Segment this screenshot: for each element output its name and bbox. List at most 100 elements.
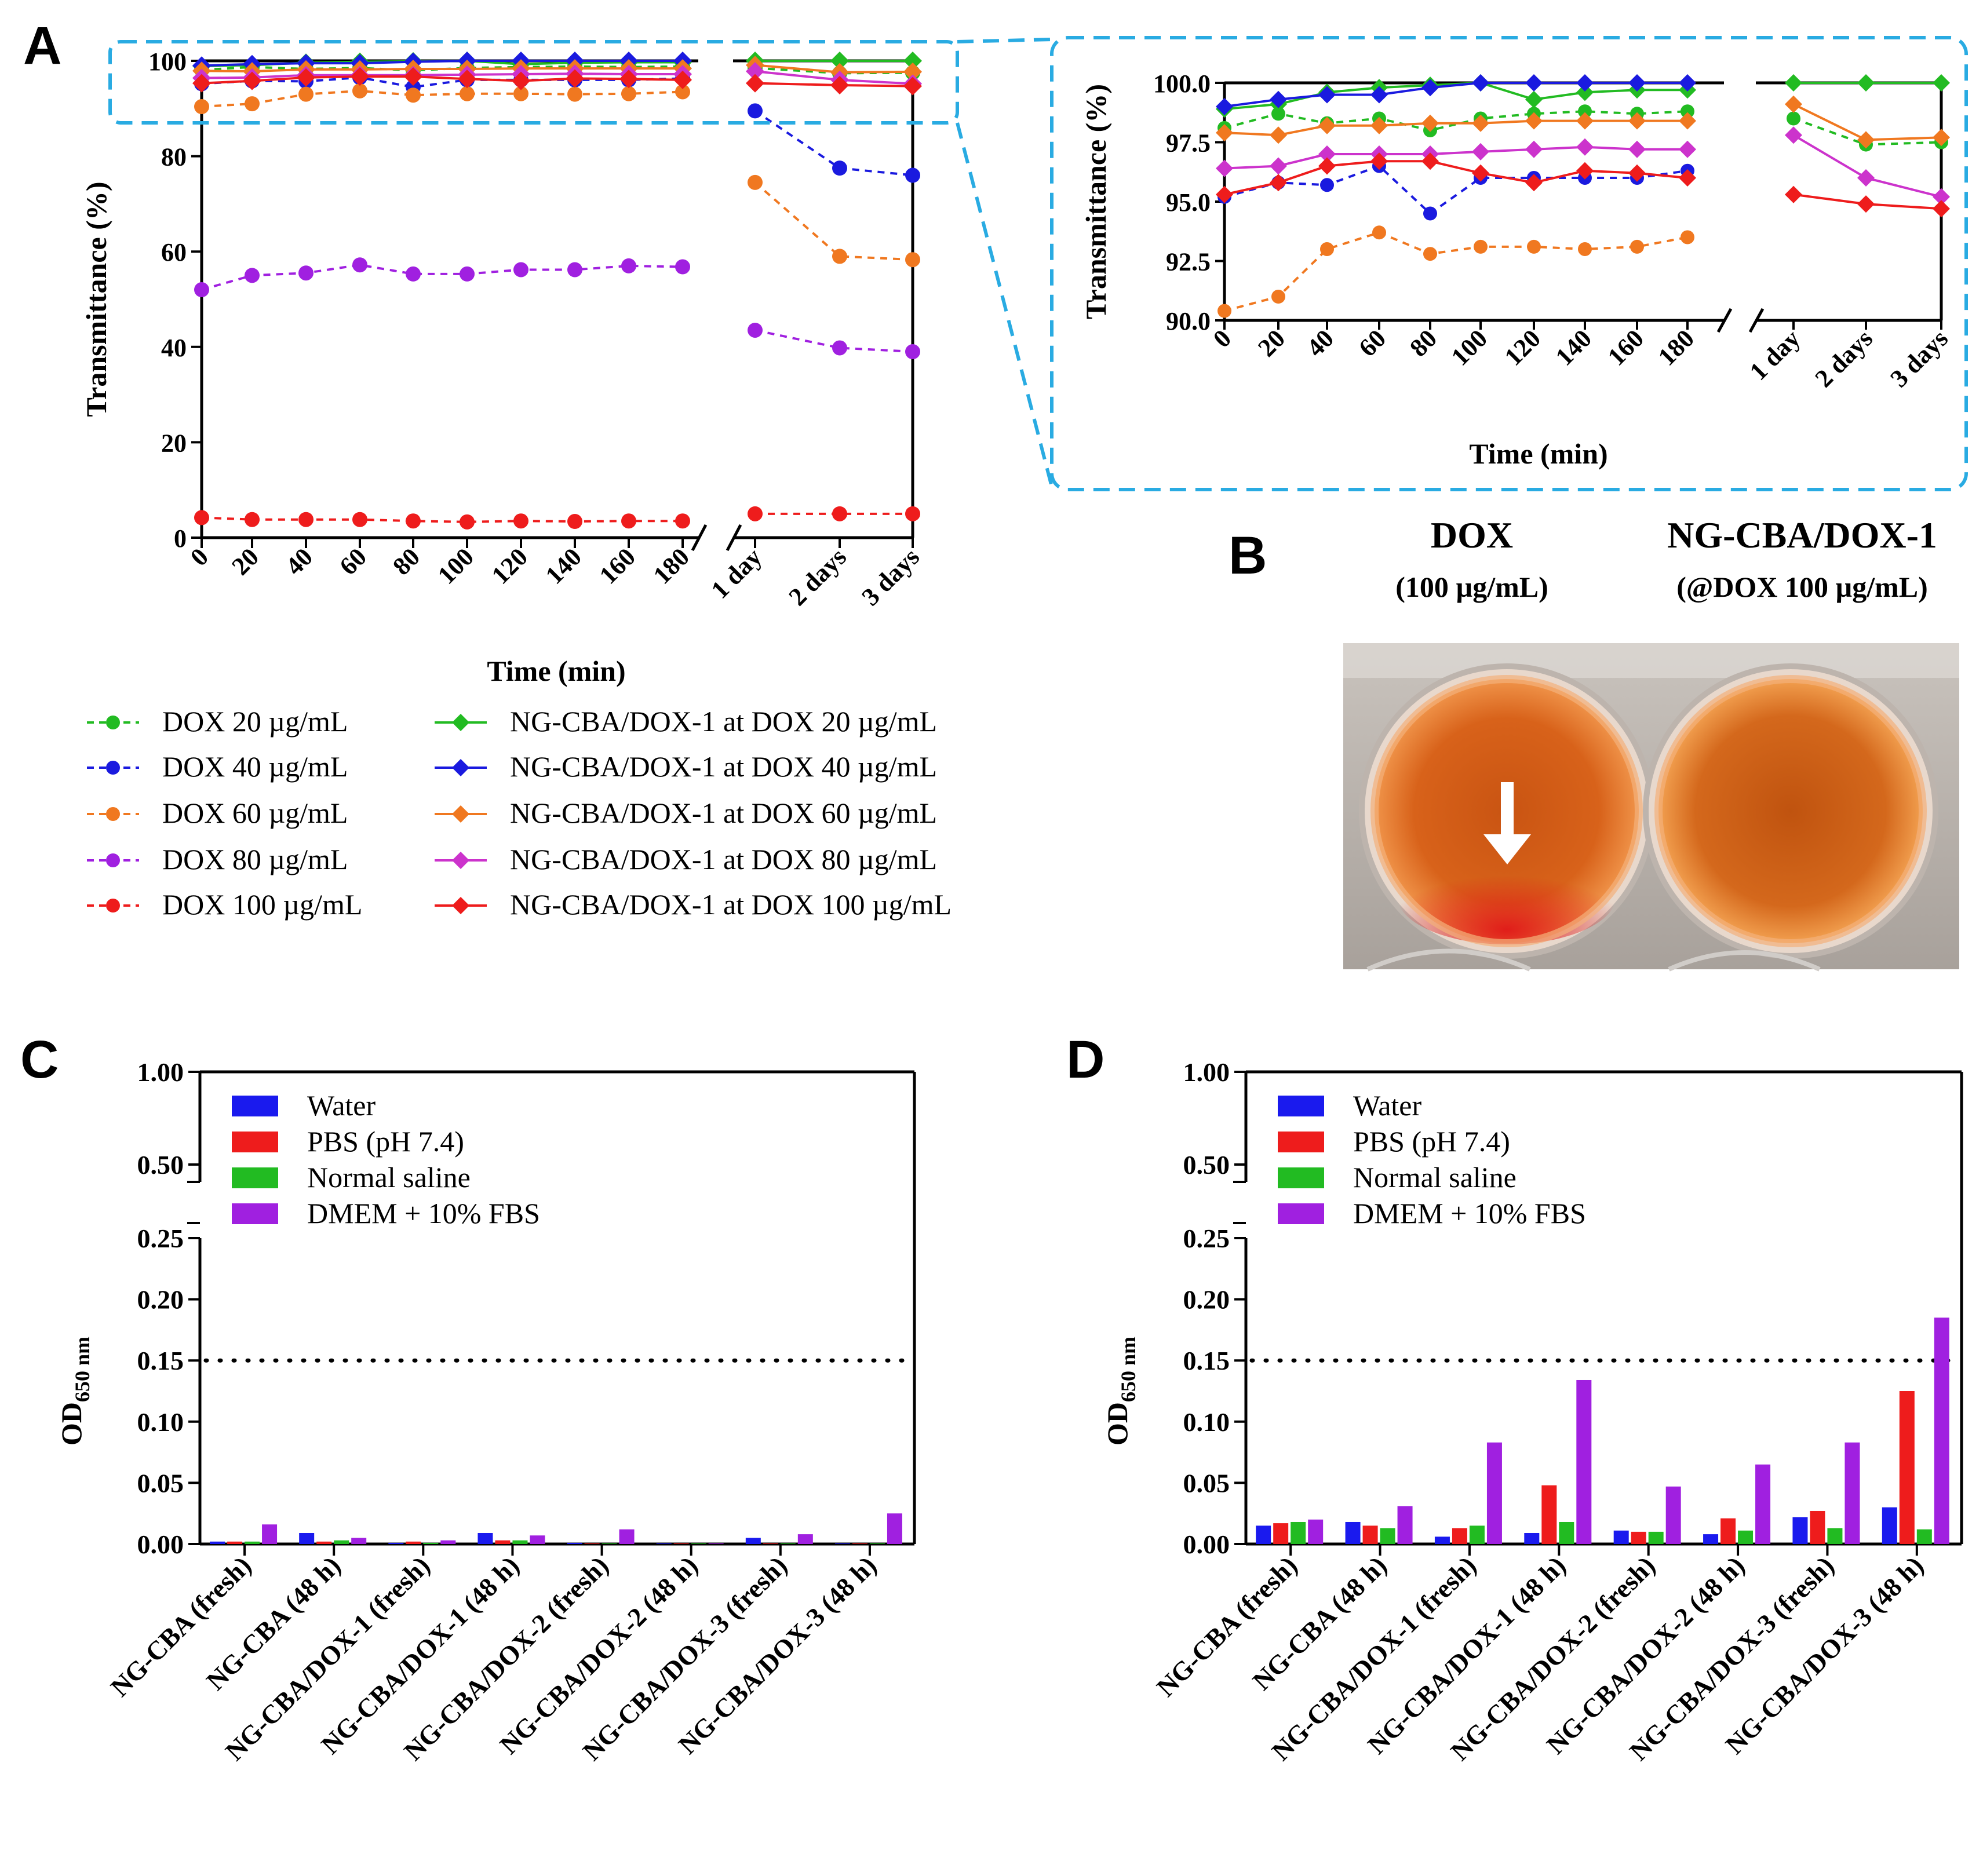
sample-label-ng: NG-CBA/DOX-1 <box>1667 514 1937 556</box>
data-point <box>194 510 209 525</box>
panel-letter-d: D <box>1066 1030 1104 1089</box>
data-point <box>1628 164 1646 182</box>
bar-water <box>1345 1521 1361 1544</box>
data-point <box>1370 152 1388 170</box>
legend-label: PBS (pH 7.4) <box>1353 1125 1510 1158</box>
legend-label: Normal saline <box>307 1161 471 1194</box>
bar-normal-saline <box>1648 1531 1664 1544</box>
x-tick-label: 1 day <box>1744 324 1806 385</box>
data-point <box>1576 162 1594 180</box>
y-tick-label: 92.5 <box>1166 248 1211 276</box>
bar-pbs-ph-7-4 <box>227 1541 243 1544</box>
y-tick-label: 0.15 <box>1183 1346 1230 1375</box>
legend-a: DOX 20 µg/mL DOX 40 µg/mL DOX 60 µg/mL DOX … <box>87 705 952 921</box>
series-line <box>1224 110 1688 132</box>
x-tick-label: 3 days <box>856 542 925 611</box>
series-line <box>1224 165 1688 216</box>
y-tick-label: 0 <box>174 524 187 553</box>
data-point <box>1320 178 1334 192</box>
data-point <box>832 506 847 521</box>
x-tick-label: 120 <box>1499 324 1546 371</box>
bar-water <box>567 1542 582 1544</box>
legend-marker <box>106 899 120 913</box>
data-point <box>1318 157 1336 175</box>
legend-item-pbs-ph-7-4: PBS (pH 7.4) <box>1278 1125 1510 1158</box>
legend-label: DMEM + 10% FBS <box>1353 1197 1586 1229</box>
data-point <box>1474 239 1488 254</box>
y-tick-label: 1.00 <box>1183 1057 1230 1087</box>
series-dox-80-g-ml <box>194 257 920 360</box>
legend-item-dox-80-g-ml: DOX 80 µg/mL <box>87 843 348 875</box>
data-point <box>1628 140 1646 158</box>
legend-label: NG-CBA/DOX-1 at DOX 60 µg/mL <box>510 797 937 829</box>
inset-series-ng-cba-dox-1-at-dox-40-g-ml <box>1216 74 1696 115</box>
legend-label: Water <box>1353 1089 1421 1122</box>
y-tick-label: 0.20 <box>1183 1285 1230 1315</box>
series-ng-cba-dox-1-at-dox-100-g-ml <box>192 67 922 96</box>
zoom-callout <box>108 36 1968 491</box>
data-point <box>243 71 261 90</box>
bar-normal-saline <box>1559 1521 1574 1544</box>
legend-item-water: Water <box>1278 1089 1421 1122</box>
y-tick-label: 1.00 <box>137 1057 184 1087</box>
data-point <box>1270 174 1287 192</box>
legend-swatch <box>1278 1167 1324 1188</box>
legend-item-dox-60-g-ml: DOX 60 µg/mL <box>87 797 348 829</box>
data-point <box>567 514 582 530</box>
axis-break-mark <box>726 524 742 552</box>
legend-swatch <box>1278 1203 1324 1224</box>
data-point <box>567 86 582 102</box>
legend-label: DMEM + 10% FBS <box>307 1197 540 1229</box>
legend-item-ng-cba-dox-1-at-dox-20-g-ml: NG-CBA/DOX-1 at DOX 20 µg/mL <box>435 705 937 738</box>
data-point <box>1857 131 1875 149</box>
series-line <box>201 60 683 67</box>
data-point <box>1423 206 1437 221</box>
data-point <box>1217 304 1231 318</box>
series-line <box>1224 81 1687 111</box>
inset-series-ng-cba-dox-1-at-dox-60-g-ml <box>1216 95 1950 149</box>
data-point <box>194 99 209 115</box>
well-ng-cba-dox <box>1658 679 1923 943</box>
bar-water <box>1703 1534 1719 1544</box>
data-point <box>1271 107 1285 121</box>
legend-item-ng-cba-dox-1-at-dox-40-g-ml: NG-CBA/DOX-1 at DOX 40 µg/mL <box>435 750 937 783</box>
bar-pbs-ph-7-4 <box>1631 1531 1646 1544</box>
data-point <box>245 268 260 283</box>
data-point <box>1785 74 1802 92</box>
bar-pbs-ph-7-4 <box>1452 1528 1467 1544</box>
y-tick-label: 100.0 <box>1153 70 1211 98</box>
data-point <box>832 249 847 264</box>
legend-label: Water <box>307 1089 376 1122</box>
bar-water <box>477 1532 493 1544</box>
data-point <box>905 167 920 183</box>
data-point <box>1578 242 1592 256</box>
series-line <box>201 72 683 79</box>
bar-dmem-10-fbs <box>797 1534 813 1544</box>
bar-normal-saline <box>1827 1528 1843 1544</box>
x-tick-label: 160 <box>594 542 641 589</box>
bar-water <box>1882 1507 1897 1544</box>
data-point <box>673 70 692 89</box>
data-point <box>1679 74 1696 92</box>
data-point <box>1576 83 1594 101</box>
data-point <box>903 62 922 81</box>
bar-pbs-ph-7-4 <box>406 1541 421 1544</box>
data-point <box>1421 152 1439 170</box>
series-line <box>1224 231 1688 312</box>
bar-normal-saline <box>512 1540 528 1544</box>
legend-swatch <box>1278 1132 1324 1152</box>
legend-label: Normal saline <box>1353 1161 1517 1194</box>
data-point <box>1372 225 1386 240</box>
data-point <box>1216 185 1233 203</box>
bar-dmem-10-fbs <box>887 1513 902 1544</box>
data-point <box>1785 185 1802 203</box>
legend-label: NG-CBA/DOX-1 at DOX 20 µg/mL <box>510 705 937 738</box>
bar-dmem-10-fbs <box>1576 1379 1592 1544</box>
legend-item-ng-cba-dox-1-at-dox-80-g-ml: NG-CBA/DOX-1 at DOX 80 µg/mL <box>435 843 937 875</box>
y-tick-label: 0.25 <box>137 1224 184 1253</box>
zoom-inset-box <box>1050 36 1968 491</box>
data-point <box>1933 129 1950 147</box>
bar-dmem-10-fbs <box>1755 1464 1771 1544</box>
data-point <box>512 71 530 90</box>
data-point <box>1525 74 1543 92</box>
